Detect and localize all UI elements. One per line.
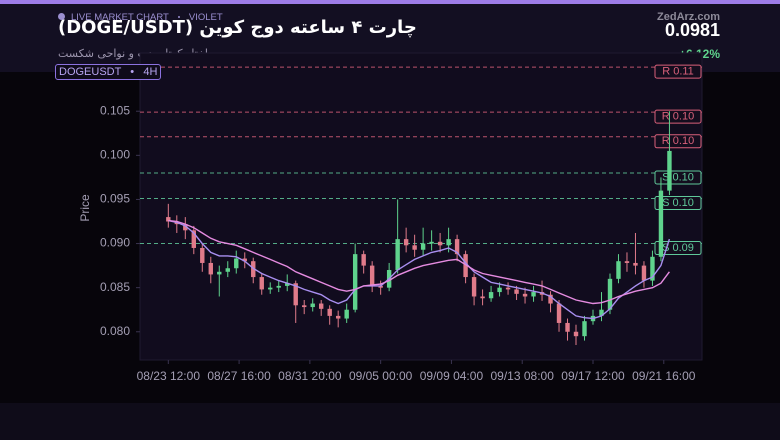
candle-body [522,293,528,297]
candle-body [658,190,664,257]
x-tick-label: 09/09 04:00 [420,369,484,383]
candle-body [285,283,290,286]
candle-body [302,305,307,308]
candle-body [616,261,621,279]
moving-average [168,219,671,320]
y-tick-label: 0.090 [100,236,130,250]
y-tick-label: 0.100 [100,148,130,162]
candle-body [531,292,536,297]
level-tag [654,241,702,256]
level-tag [654,170,702,185]
candle-body [641,265,647,281]
level-label: R 0.11 [662,66,694,78]
candle-body [369,265,375,286]
candle-body [395,239,400,271]
y-tick-label: 0.105 [100,103,130,117]
status-dot [58,13,65,20]
candle-body [234,258,239,269]
x-tick-label: 09/17 12:00 [561,369,625,383]
y-axis-label: Price [78,194,92,222]
level-tag [654,196,702,211]
candle-body [565,322,570,332]
candle-body [217,271,222,275]
candle-body [607,278,613,310]
candle-body [420,243,426,250]
symbol-badge: DOGEUSDT • 4H [55,64,162,80]
candle-body [505,287,511,290]
candle-body [310,303,315,308]
level-tag [654,64,702,79]
candle-body [471,277,477,297]
level-tag [654,134,702,149]
level-tag [654,109,702,124]
candle-body [259,277,264,290]
accent-bar [0,0,780,4]
candle-body [268,287,273,290]
x-tick-label: 08/31 20:00 [278,369,342,383]
x-tick-label: 09/13 08:00 [491,369,555,383]
moving-average [168,219,670,305]
candle-body [437,241,443,246]
title: چارت ۴ ساعته دوج کوین (DOGE/USDT) [58,17,417,38]
candle-body [318,303,324,309]
x-tick-label: 09/21 16:00 [632,369,696,383]
candle-body [667,150,672,191]
candle-body [624,261,630,263]
candle-body [633,262,638,266]
level-label: S 0.10 [662,197,694,209]
candle-body [548,294,553,304]
chart: Price 0.080 0.085 0.090 0.095 0.100 0.105 08/2… [78,52,703,383]
candle-body [446,239,451,246]
candle-body [361,254,366,266]
candle-body [327,308,332,316]
candle-body [463,254,468,278]
candle-body [183,224,188,231]
y-tick-label: 0.085 [100,280,130,294]
candle-body [378,285,383,288]
brand: ZedArz.com [657,11,720,23]
candle-body [573,331,579,337]
candle-body [454,239,460,255]
candle-body [488,292,494,299]
candle-body [276,285,281,288]
footer [0,403,780,440]
y-tick-label: 0.080 [100,324,130,338]
level-label: R 0.10 [662,135,694,147]
candle-body [166,217,171,222]
level-label: S 0.10 [662,171,694,183]
candle-body [582,321,587,337]
candle-body [208,262,213,275]
footer-theme: VIOLET [188,12,223,23]
candle-body [242,258,247,262]
candle-body [225,268,230,272]
candle-body [412,245,417,250]
candle-body [480,296,485,299]
footer-status: LIVE MARKET CHART VIOLET [58,12,223,23]
x-tick-label: 08/27 16:00 [207,369,271,383]
candle-body [514,289,519,294]
separator [177,16,180,18]
plot-area [139,52,703,361]
candle-body [650,256,655,281]
footer-label: LIVE MARKET CHART [71,12,169,23]
candle-body [497,287,502,293]
price: 0.0981 [664,20,720,40]
level-label: R 0.10 [662,111,694,123]
x-tick-label: 09/05 00:00 [349,369,413,383]
candle-body [403,239,409,246]
candle-body [429,241,434,244]
candle-body [556,303,562,323]
candle-body [599,309,604,316]
candle-body [335,315,341,319]
candle-body [293,283,298,306]
candle-body [200,247,205,263]
candle-body [352,254,358,310]
level-label: S 0.09 [662,242,694,254]
y-tick-label: 0.095 [100,192,130,206]
candle-body [191,230,196,248]
x-tick-label: 08/23 12:00 [137,369,201,383]
candle-body [344,309,349,319]
